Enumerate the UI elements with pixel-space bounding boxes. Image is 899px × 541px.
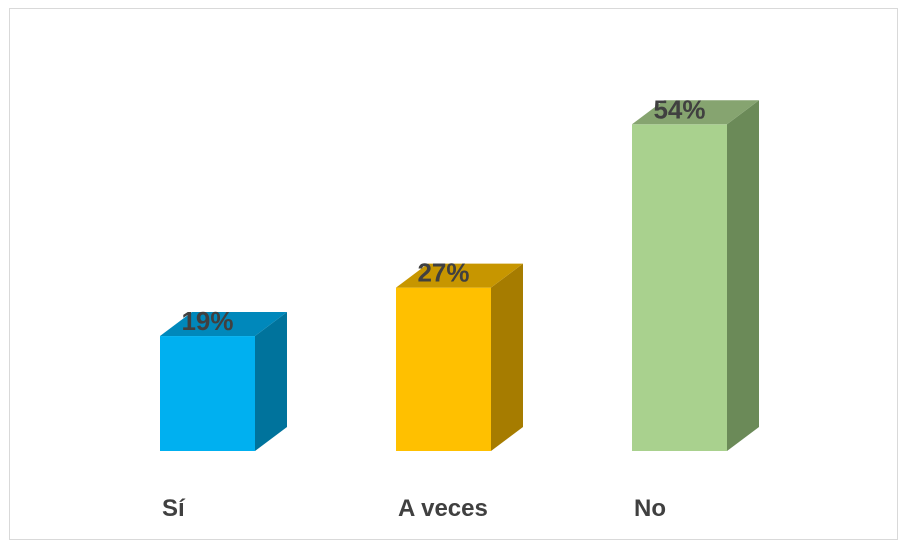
bar-top-s <box>160 312 287 337</box>
category-label-s: Sí <box>162 495 186 522</box>
bar-front-s <box>160 336 255 451</box>
bar-front-a-veces <box>396 287 491 451</box>
bar-side-no <box>727 100 759 452</box>
bar-top-no <box>632 100 759 125</box>
bars-group <box>160 100 759 452</box>
category-labels-group: Sí A veces No <box>162 495 666 522</box>
category-label-a-veces: A veces <box>398 495 488 522</box>
bar-s <box>160 312 287 451</box>
value-label-s: 19% <box>181 306 233 336</box>
category-label-no: No <box>634 495 666 522</box>
bar-side-a-veces <box>491 263 523 451</box>
value-labels-group: 19% 27% 54% <box>181 94 705 336</box>
value-label-no: 54% <box>653 94 705 124</box>
bar-a-veces <box>396 263 523 451</box>
bar-top-a-veces <box>396 263 523 288</box>
bar-side-s <box>255 312 287 451</box>
bar-front-no <box>632 124 727 452</box>
value-label-a-veces: 27% <box>417 258 469 288</box>
bar-no <box>632 100 759 452</box>
